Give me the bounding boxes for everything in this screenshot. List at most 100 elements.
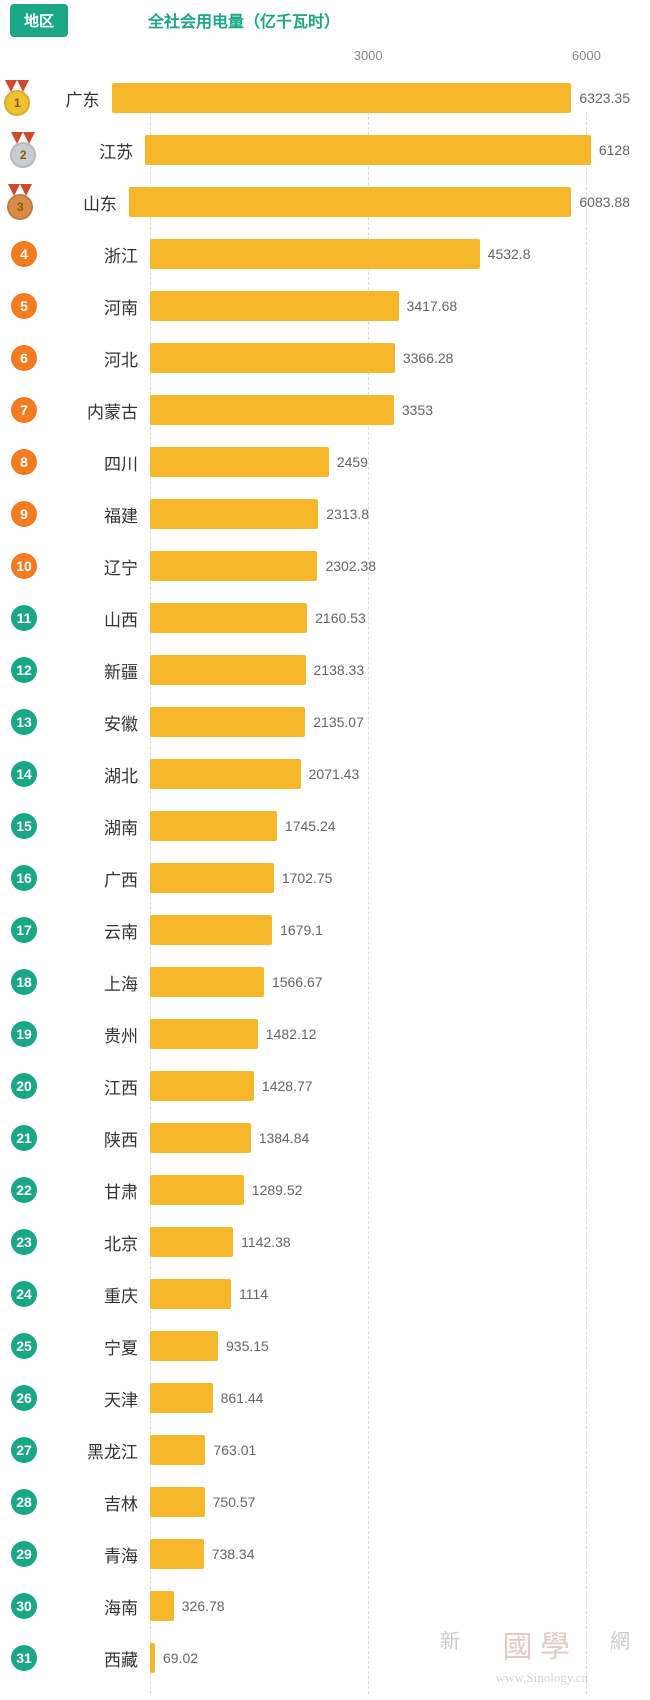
data-rows: 1广东6323.352江苏61283山东6083.884浙江4532.85河南3… <box>0 72 650 1684</box>
bar <box>150 1539 204 1569</box>
rank-cell: 31 <box>0 1645 48 1671</box>
bar-cell: 1384.84 <box>150 1112 650 1164</box>
bar <box>150 1071 254 1101</box>
bar <box>150 1279 231 1309</box>
bar <box>150 1591 174 1621</box>
bar <box>150 1383 213 1413</box>
table-row: 31 西藏 69.02 <box>0 1632 650 1684</box>
region-name: 海南 <box>48 1594 150 1619</box>
value-label: 2313.8 <box>326 506 369 522</box>
rank-cell: 7 <box>0 397 48 423</box>
value-label: 750.57 <box>213 1494 256 1510</box>
region-name: 辽宁 <box>48 554 150 579</box>
bar-cell: 6128 <box>145 124 650 176</box>
value-label: 1679.1 <box>280 922 323 938</box>
region-column-header: 地区 <box>10 4 68 37</box>
medal-icon: 3 <box>5 184 35 220</box>
table-row: 6河北3366.28 <box>0 332 650 384</box>
region-name: 福建 <box>48 502 150 527</box>
rank-cell: 1 <box>0 80 35 116</box>
bar <box>150 1331 218 1361</box>
table-row: 30海南326.78 <box>0 1580 650 1632</box>
value-label: 2138.33 <box>314 662 365 678</box>
bar-cell: 2313.8 <box>150 488 650 540</box>
table-row: 19贵州1482.12 <box>0 1008 650 1060</box>
table-row: 3山东6083.88 <box>0 176 650 228</box>
bar-cell: 1142.38 <box>150 1216 650 1268</box>
bar <box>129 187 571 217</box>
rank-cell: 15 <box>0 813 48 839</box>
rank-cell: 4 <box>0 241 48 267</box>
region-name: 内蒙古 <box>48 398 150 423</box>
value-label: 1142.38 <box>241 1234 291 1250</box>
region-name: 陕西 <box>48 1126 150 1151</box>
table-row: 12新疆2138.33 <box>0 644 650 696</box>
axis-tick-label: 3000 <box>354 48 383 63</box>
rank-badge: 22 <box>11 1177 37 1203</box>
bar <box>150 1487 205 1517</box>
bar <box>150 499 318 529</box>
value-label: 1384.84 <box>259 1130 310 1146</box>
value-label: 69.02 <box>163 1650 198 1666</box>
rank-cell: 28 <box>0 1489 48 1515</box>
rank-cell: 27 <box>0 1437 48 1463</box>
region-name: 浙江 <box>48 242 150 267</box>
table-row: 24重庆1114 <box>0 1268 650 1320</box>
rank-badge: 23 <box>11 1229 37 1255</box>
value-label: 1114 <box>239 1286 268 1302</box>
bar <box>150 707 305 737</box>
bar <box>150 447 329 477</box>
bar-cell: 1114 <box>150 1268 650 1320</box>
table-row: 2 江苏6128 <box>0 124 650 176</box>
region-name: 河北 <box>48 346 150 371</box>
region-name: 安徽 <box>48 710 150 735</box>
axis-row: 30006000 <box>150 48 630 72</box>
rank-cell: 29 <box>0 1541 48 1567</box>
value-label: 2071.43 <box>309 766 360 782</box>
table-row: 22甘肃1289.52 <box>0 1164 650 1216</box>
medal-disc: 2 <box>10 142 36 168</box>
bar-cell: 1679.1 <box>150 904 650 956</box>
rank-badge: 11 <box>11 605 37 631</box>
bar-cell: 326.78 <box>150 1580 650 1632</box>
rank-badge: 16 <box>11 865 37 891</box>
region-name: 青海 <box>48 1542 150 1567</box>
value-label: 4532.8 <box>488 246 531 262</box>
rank-badge: 8 <box>11 449 37 475</box>
rank-cell: 20 <box>0 1073 48 1099</box>
table-row: 7内蒙古3353 <box>0 384 650 436</box>
rank-badge: 4 <box>11 241 37 267</box>
rank-badge: 12 <box>11 657 37 683</box>
rank-badge: 31 <box>11 1645 37 1671</box>
rank-cell: 10 <box>0 553 48 579</box>
rank-badge: 19 <box>11 1021 37 1047</box>
bar-cell: 1745.24 <box>150 800 650 852</box>
bar <box>150 551 317 581</box>
rank-badge: 28 <box>11 1489 37 1515</box>
region-name: 江苏 <box>46 138 145 163</box>
bar-cell: 935.15 <box>150 1320 650 1372</box>
region-name: 山西 <box>48 606 150 631</box>
value-label: 2135.07 <box>313 714 364 730</box>
region-name: 西藏 <box>48 1646 150 1671</box>
bar <box>150 1123 251 1153</box>
rank-cell: 30 <box>0 1593 48 1619</box>
rank-badge: 5 <box>11 293 37 319</box>
bar-cell: 6083.88 <box>129 176 650 228</box>
bar <box>150 1175 244 1205</box>
rank-cell: 16 <box>0 865 48 891</box>
table-row: 21陕西1384.84 <box>0 1112 650 1164</box>
table-row: 18上海1566.67 <box>0 956 650 1008</box>
bar <box>145 135 591 165</box>
rank-cell: 2 <box>0 132 46 168</box>
value-label: 1289.52 <box>252 1182 303 1198</box>
region-name: 上海 <box>48 970 150 995</box>
table-row: 8四川2459 <box>0 436 650 488</box>
value-label: 6323.35 <box>579 90 630 106</box>
bar <box>150 239 480 269</box>
bar <box>150 759 301 789</box>
region-name: 四川 <box>48 450 150 475</box>
chart-container: 地区 全社会用电量（亿千瓦时） 30006000 1广东6323.352江苏61… <box>0 0 650 1694</box>
region-name: 宁夏 <box>48 1334 150 1359</box>
value-label: 1428.77 <box>262 1078 313 1094</box>
